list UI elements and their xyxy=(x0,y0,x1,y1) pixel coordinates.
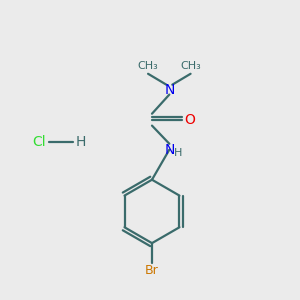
Text: N: N xyxy=(164,82,175,97)
Text: O: O xyxy=(184,113,195,127)
Text: Br: Br xyxy=(145,264,159,278)
Text: CH₃: CH₃ xyxy=(138,61,158,71)
Text: H: H xyxy=(174,148,182,158)
Text: CH₃: CH₃ xyxy=(180,61,201,71)
Text: H: H xyxy=(76,135,86,149)
Text: N: N xyxy=(164,143,175,157)
Text: Cl: Cl xyxy=(32,135,46,149)
